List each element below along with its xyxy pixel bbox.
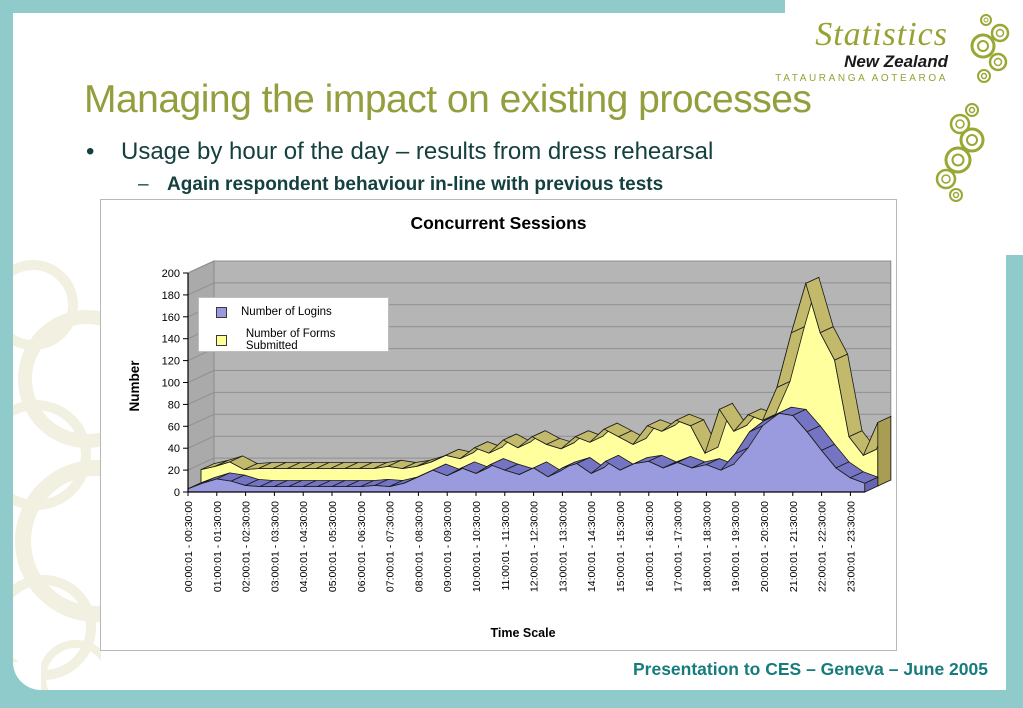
x-tick-label: 08:00:01 - 08:30:00 (413, 501, 425, 592)
legend-entry-logins: Number of Logins (199, 306, 332, 318)
gridline-side (187, 370, 215, 383)
x-axis-title: Time Scale (490, 626, 556, 640)
y-tick-label: 80 (168, 399, 180, 411)
x-tick-label: 22:00:01 - 22:30:00 (817, 501, 829, 592)
legend-label-logins: Number of Logins (241, 306, 332, 318)
y-tick-label: 160 (162, 312, 180, 324)
x-tick-label: 12:00:01 - 12:30:00 (529, 501, 541, 592)
y-tick-label: 200 (162, 268, 180, 280)
x-tick-label: 01:00:01 - 01:30:00 (212, 501, 224, 592)
gridline-side (187, 413, 215, 427)
series-forms-end-cap (877, 415, 892, 487)
x-tick-label: 16:00:01 - 16:30:00 (644, 501, 656, 592)
slide-title: Managing the impact on existing processe… (84, 78, 812, 121)
logo-new-zealand-text: New Zealand (844, 52, 948, 71)
x-tick-label: 04:00:01 - 04:30:00 (298, 501, 310, 592)
koru-logo-graphic (935, 14, 1010, 202)
y-tick-label: 120 (162, 356, 180, 368)
gridline-side (187, 435, 215, 449)
gridline-side (187, 282, 215, 296)
x-tick-label: 02:00:01 - 02:30:00 (241, 501, 253, 592)
y-tick-label: 100 (162, 378, 180, 390)
sub-bullet-text: Again respondent behaviour in-line with … (167, 174, 664, 195)
logo-statistics-text: Statistics (815, 16, 948, 53)
x-tick-label: 21:00:01 - 21:30:00 (788, 501, 800, 592)
series-logins-end-cap (864, 476, 879, 493)
legend-entry-forms: Number of Forms Submitted (199, 328, 388, 352)
legend-label-forms: Number of Forms Submitted (245, 328, 336, 352)
logins-swatch-icon (216, 306, 227, 318)
x-tick-label: 06:00:01 - 06:30:00 (356, 501, 368, 592)
frame-right-bar (1006, 255, 1023, 708)
chart-title: Concurrent Sessions (410, 213, 587, 233)
frame-left-bar (0, 0, 13, 708)
y-tick-label: 20 (168, 465, 180, 477)
logo-maori-text: TATAURANGA AOTEAROA (775, 73, 948, 84)
forms-swatch-icon (216, 334, 227, 346)
x-tick-label: 17:00:01 - 17:30:00 (673, 501, 685, 592)
chart-legend: Number of Logins Number of Forms Submitt… (198, 297, 389, 352)
x-tick-label: 18:00:01 - 18:30:00 (701, 501, 713, 592)
y-tick-label: 40 (168, 443, 180, 455)
x-tick-label: 23:00:01 - 23:30:00 (845, 501, 857, 592)
x-tick-label: 03:00:01 - 03:30:00 (269, 501, 281, 592)
x-tick-label: 15:00:01 - 15:30:00 (615, 501, 627, 592)
statistics-nz-logo: Statistics New Zealand TATAURANGA AOTEAR… (775, 18, 948, 84)
sub-bullet-item: – Again respondent behaviour in-line wit… (138, 174, 663, 196)
x-tick-label: 07:00:01 - 07:30:00 (385, 501, 397, 592)
y-tick-label: 140 (162, 334, 180, 346)
bullet-marker: • (86, 138, 95, 165)
footer-text: Presentation to CES – Geneva – June 2005 (632, 659, 988, 679)
concurrent-sessions-chart-frame: 200 180 160 140 120 100 80 60 40 20 0 00:00:01 - 00… (100, 199, 897, 651)
y-tick-label: 180 (162, 290, 180, 302)
gridline-side (187, 457, 215, 471)
sub-bullet-marker: – (138, 174, 149, 195)
y-tick-label: 0 (174, 487, 180, 499)
gridline-side (187, 391, 215, 405)
x-tick-label: 14:00:01 - 14:30:00 (586, 501, 598, 592)
x-tick-label: 11:00:01 - 11:30:00 (500, 501, 512, 591)
bullet-item: • Usage by hour of the day – results fro… (86, 138, 713, 166)
x-tick-label: 19:00:01 - 19:30:00 (730, 501, 742, 592)
x-tick-label: 00:00:01 - 00:30:00 (183, 501, 195, 592)
x-tick-label: 09:00:01 - 09:30:00 (442, 501, 454, 592)
x-tick-label: 05:00:01 - 05:30:00 (327, 501, 339, 592)
gridline-side (187, 260, 215, 274)
y-tick-label: 60 (168, 421, 180, 433)
y-axis-title: Number (126, 360, 142, 412)
bullet-text: Usage by hour of the day – results from … (121, 138, 714, 165)
x-tick-label: 13:00:01 - 13:30:00 (557, 501, 569, 592)
x-tick-label: 20:00:01 - 20:30:00 (759, 501, 771, 592)
x-tick-label: 10:00:01 - 10:30:00 (471, 501, 483, 592)
background-koru-pattern (13, 255, 101, 690)
frame-bottom-bar (0, 690, 1023, 708)
frame-top-bar (0, 0, 785, 13)
